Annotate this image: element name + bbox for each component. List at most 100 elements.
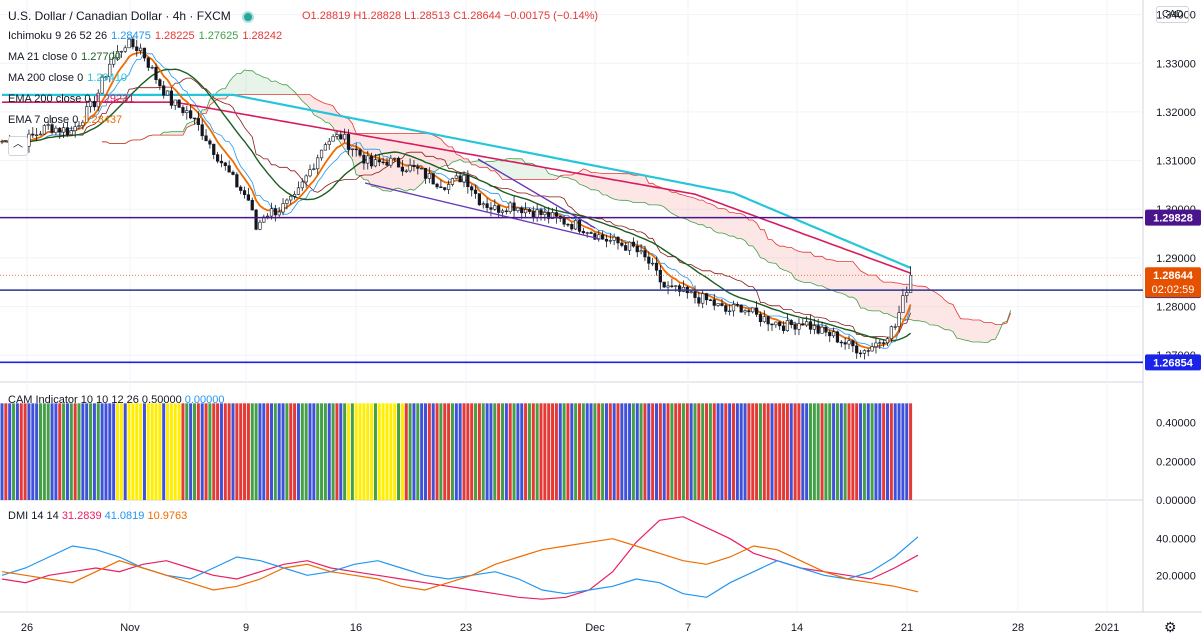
cam-bar (466, 403, 470, 500)
indicator-legend-value: 1.29231 (94, 93, 135, 105)
cam-bar (670, 403, 674, 500)
ichimoku-cloud-segment (868, 275, 873, 311)
cam-bar (96, 403, 100, 500)
cam-bar (889, 403, 893, 500)
cam-bar (758, 403, 762, 500)
ichimoku-cloud-segment (983, 322, 988, 343)
candle-body (493, 205, 497, 210)
ichimoku-cloud-segment (248, 70, 253, 95)
candle-body (577, 220, 582, 232)
cam-bar (639, 403, 643, 500)
cam-bar (104, 403, 108, 500)
cam-bar (647, 403, 651, 500)
ichimoku-cloud-segment (302, 94, 307, 105)
candle-body (535, 209, 539, 218)
cam-bar (701, 403, 705, 500)
candle-body (658, 269, 662, 283)
indicator-legend-label: EMA 200 close 0 (8, 93, 91, 105)
candle-body (520, 207, 524, 214)
candle-body (146, 57, 150, 68)
cam-bar (424, 403, 427, 500)
candle-body (828, 331, 832, 337)
x-tick-label: 9 (243, 622, 249, 634)
cam-bar (809, 403, 812, 500)
ichimoku-cloud-segment (814, 256, 819, 286)
cam-bar (655, 403, 658, 500)
currency-button[interactable]: CAD (1156, 6, 1190, 23)
ichimoku-cloud-segment (837, 261, 842, 294)
candle-body (639, 250, 643, 253)
ichimoku-cloud-segment (845, 261, 849, 298)
cam-bar (739, 403, 743, 500)
cam-bar (289, 403, 293, 500)
cam-legend-label: CAM Indicator 10 10 12 26 (8, 394, 139, 406)
cam-bar (239, 403, 243, 500)
cam-legend-value-1: 0.00000 (184, 394, 225, 406)
cam-bar (886, 403, 889, 500)
candle-body (420, 167, 424, 170)
ichimoku-cloud-segment (741, 213, 746, 241)
candle-body (870, 346, 874, 352)
settings-gear-icon[interactable]: ⚙ (1164, 619, 1177, 635)
ma200-line (2, 93, 912, 269)
cam-bar (300, 403, 304, 500)
ichimoku-senkou-a-line (102, 69, 1012, 344)
cam-bar (189, 403, 193, 500)
currency-button-label: CAD (1162, 9, 1184, 20)
candle-body (808, 321, 813, 330)
candle-body (689, 291, 693, 294)
ichimoku-cloud-segment (514, 158, 518, 180)
candle-body (450, 178, 455, 185)
candle-body (46, 124, 50, 126)
market-status-icon (242, 10, 255, 23)
ichimoku-cloud-segment (286, 84, 291, 95)
indicator-legend-value: 1.27625 (198, 30, 239, 42)
cam-bar (62, 403, 66, 500)
candle-body (747, 310, 751, 313)
candle-body (543, 212, 547, 216)
candle-body (354, 148, 358, 151)
ichimoku-cloud-segment (387, 133, 391, 192)
indicator-legend-row[interactable]: Ichimoku 9 26 52 26 1.28475 1.28225 1.27625… (8, 30, 286, 43)
candle-body (369, 155, 374, 167)
candle-body (666, 285, 670, 288)
candle-body (458, 175, 462, 183)
cam-bar (397, 403, 401, 500)
indicator-legend-row[interactable]: EMA 7 close 0 1.28437 (8, 114, 126, 127)
cam-bar (485, 403, 489, 500)
cam-bar (909, 403, 913, 500)
candle-body (631, 241, 635, 247)
ichimoku-cloud-segment (375, 133, 380, 189)
candle-body (27, 133, 31, 147)
ichimoku-cloud-segment (618, 173, 622, 201)
ichimoku-cloud-segment (914, 285, 919, 321)
cam-bar (820, 403, 824, 500)
cam-bar (362, 403, 366, 500)
symbol-title[interactable]: U.S. Dollar / Canadian Dollar · 4h · FXC… (8, 9, 255, 23)
cam-bar (227, 403, 231, 500)
collapse-pane-icon[interactable]: ︿ (8, 136, 28, 156)
candle-body (104, 76, 108, 78)
cam-bar (512, 403, 516, 500)
cam-bar (304, 403, 308, 500)
ichimoku-cloud-segment (952, 304, 957, 339)
cam-bar (893, 403, 897, 500)
indicator-legend-row[interactable]: EMA 200 close 0 1.29231 (8, 93, 138, 106)
cam-bar (593, 403, 597, 500)
cam-bar (859, 403, 863, 500)
cam-bar (558, 403, 562, 500)
indicator-legend-row[interactable]: MA 21 close 0 1.27700 (8, 51, 125, 64)
ichimoku-cloud-segment (594, 172, 599, 191)
cam-bar (905, 403, 909, 500)
candle-body (331, 136, 335, 142)
ichimoku-cloud-segment (818, 256, 823, 286)
cam-bar (708, 403, 712, 500)
candle-body (61, 127, 66, 133)
ichimoku-cloud-segment (621, 173, 626, 201)
indicator-legend-row[interactable]: MA 200 close 0 1.29410 (8, 72, 131, 85)
ichimoku-cloud-segment (779, 246, 784, 270)
cam-bar (431, 403, 435, 500)
cam-legend: CAM Indicator 10 10 12 26 0.50000 0.0000… (8, 394, 225, 406)
cam-bar (116, 403, 119, 500)
